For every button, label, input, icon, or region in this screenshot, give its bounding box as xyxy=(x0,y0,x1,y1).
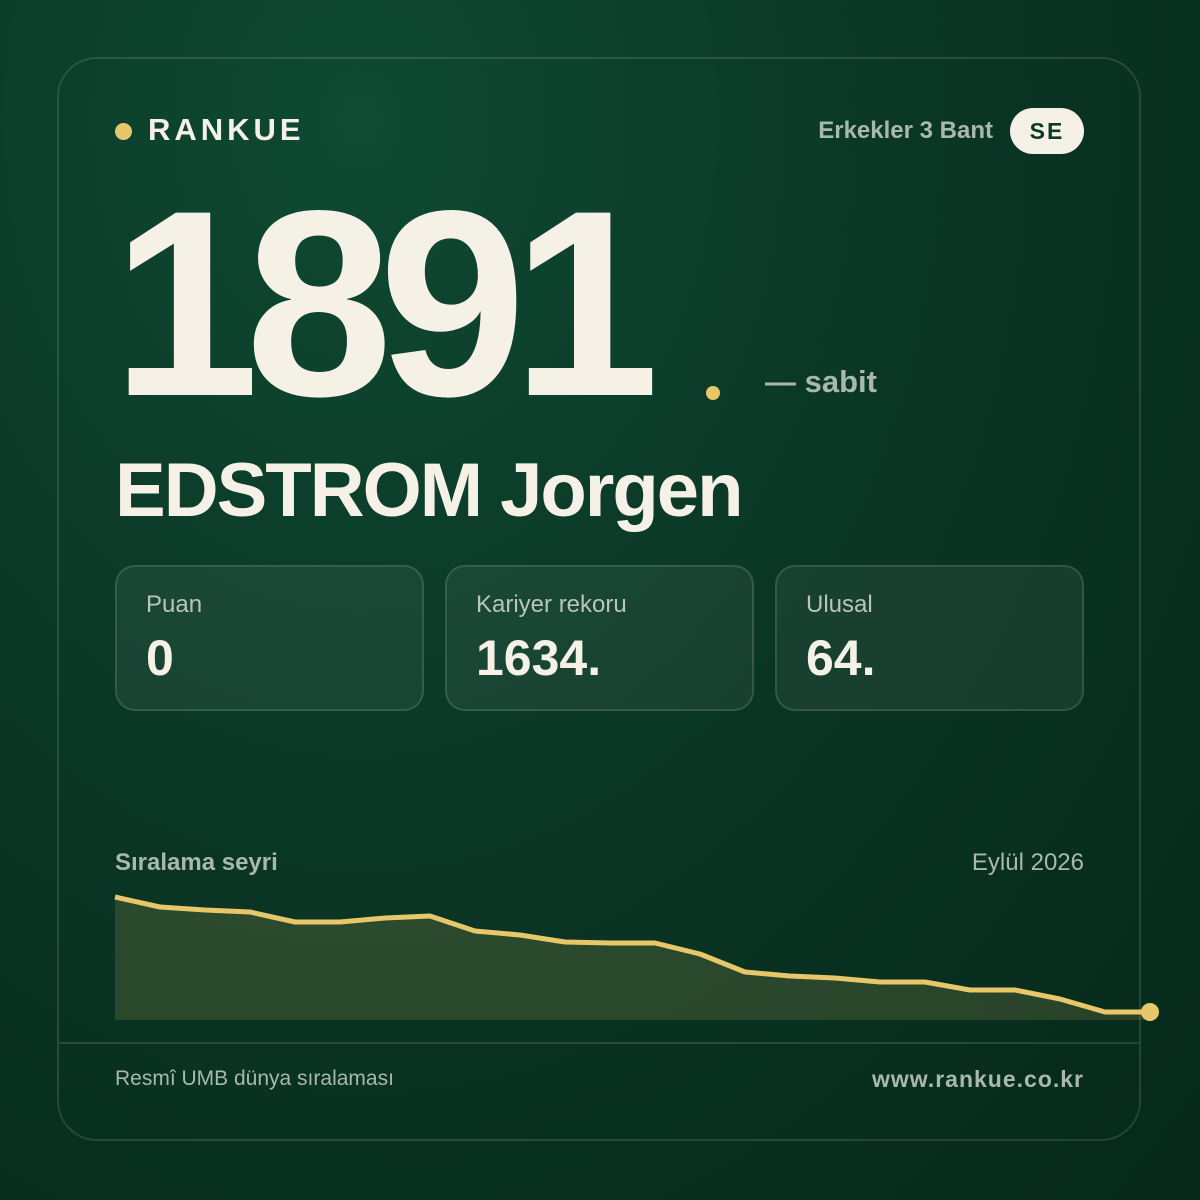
category: Erkekler 3 Bant xyxy=(818,117,993,144)
footer-url: www.rankue.co.kr xyxy=(872,1066,1084,1092)
area-fill xyxy=(115,897,1150,1020)
stat-card: Ulusal 64. xyxy=(775,565,1084,711)
stat-card: Puan 0 xyxy=(115,565,424,711)
stat-value: 64. xyxy=(806,630,876,686)
end-marker xyxy=(1141,1003,1159,1021)
divider xyxy=(59,1042,1139,1044)
rank-value: 1891 xyxy=(112,156,660,452)
stat-label: Kariyer rekoru xyxy=(476,591,627,618)
stat-card: Kariyer rekoru 1634. xyxy=(445,565,754,711)
trend-line xyxy=(114,894,1150,1015)
chart-date: Eylül 2026 xyxy=(971,849,1084,876)
stat-label: Ulusal xyxy=(806,591,873,618)
player-name: EDSTROM Jorgen xyxy=(115,448,743,533)
rank-dot xyxy=(706,386,720,400)
country-badge: SE xyxy=(1010,108,1084,154)
rank-change: — sabit xyxy=(765,364,877,399)
chart-title: Sıralama seyri xyxy=(115,849,278,876)
brand: RANKUE xyxy=(148,112,305,147)
card xyxy=(57,57,1141,1141)
stat-label: Puan xyxy=(146,591,203,618)
footer-note: Resmî UMB dünya sıralaması xyxy=(115,1067,394,1090)
brand-dot xyxy=(115,123,132,140)
stat-value: 1634. xyxy=(476,630,602,686)
stat-value: 0 xyxy=(146,630,174,686)
